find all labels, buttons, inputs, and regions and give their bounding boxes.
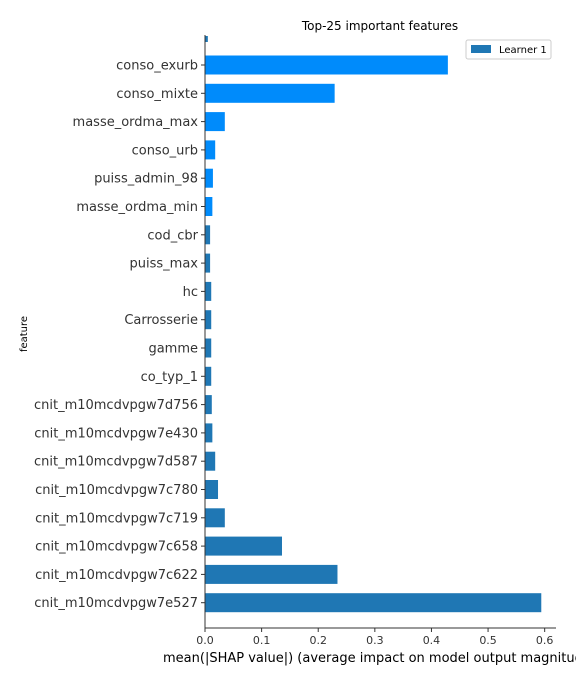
y-tick-label: conso_urb	[132, 143, 198, 158]
bar-cnit-m10mcdvpgw7e430	[205, 423, 213, 443]
y-tick-label: cnit_m10mcdvpgw7c658	[35, 540, 198, 555]
chart-title: Top-25 important features	[301, 19, 458, 33]
x-tick-label: 0.3	[366, 634, 384, 647]
x-axis	[204, 35, 556, 629]
bar-co-typ-1	[205, 366, 212, 386]
y-tick-label: puiss_admin_98	[94, 172, 198, 187]
x-tick-label: 0.1	[253, 634, 271, 647]
bar-cnit-m10mcdvpgw7c780	[205, 480, 219, 499]
x-tick-label: 0.6	[536, 634, 554, 647]
bar-masse-ordma-min	[205, 197, 213, 216]
y-tick-labels: conso_exurb conso_mixte masse_ordma_maxcon…	[34, 59, 199, 612]
bar-cnit-m10mcdvpgw7d756	[205, 395, 212, 415]
legend-frame	[465, 39, 552, 60]
x-tick-label: 0.4	[423, 634, 441, 647]
bar-hc	[205, 281, 212, 301]
bar-cnit-m10mcdvpgw7c622	[205, 564, 338, 584]
bar-partial-top	[205, 36, 208, 42]
x-ticks: 0.0 0.1 0.2 0.3 0.4 0.5 0.6	[196, 628, 553, 647]
y-tick-label: cod_cbr	[147, 228, 198, 243]
y-tick-label: conso_exurb	[116, 59, 198, 74]
y-tick-label: hc	[183, 285, 198, 300]
y-tick-label: conso_mixte	[116, 87, 198, 102]
y-tick-label: cnit_m10mcdvpgw7e527	[34, 596, 198, 611]
y-tick-label: masse_ordma_max	[73, 115, 199, 130]
y-tick-label: cnit_m10mcdvpgw7d587	[34, 455, 198, 470]
y-tick-label: cnit_m10mcdvpgw7d756	[34, 398, 198, 413]
legend-swatch-learner-1	[471, 45, 491, 53]
y-ticks	[201, 64, 205, 604]
y-tick-label: co_typ_1	[141, 370, 198, 385]
y-tick-label: cnit_m10mcdvpgw7c780	[35, 483, 198, 498]
x-tick-label: 0.5	[479, 634, 497, 647]
x-axis-label: mean(|SHAP value|) (average impact on mo…	[163, 651, 576, 666]
bar-conso-urb	[205, 140, 216, 160]
y-tick-label: cnit_m10mcdvpgw7c719	[35, 511, 198, 526]
bar-cnit-m10mcdvpgw7e527	[205, 593, 542, 613]
bar-gamme	[205, 338, 212, 358]
y-tick-label: puiss_max	[130, 257, 199, 272]
y-tick-label: gamme	[148, 342, 198, 357]
bar-puiss-max	[205, 253, 211, 273]
bar-carrosserie	[205, 310, 212, 330]
bar-conso-mixte	[205, 83, 335, 103]
bar-cod-cbr	[205, 225, 211, 245]
bar-puiss-admin-98	[205, 168, 213, 188]
bar-cnit-m10mcdvpgw7c658	[205, 536, 282, 556]
y-tick-label: cnit_m10mcdvpgw7c622	[35, 568, 198, 583]
x-tick-label: 0.0	[196, 634, 214, 647]
bars-group	[205, 36, 542, 613]
x-tick-label: 0.2	[309, 634, 327, 647]
bar-cnit-m10mcdvpgw7d587	[205, 451, 216, 471]
legend: Learner 1	[465, 39, 552, 60]
y-tick-label: Carrosserie	[124, 313, 198, 328]
y-axis-label: feature	[19, 316, 30, 352]
bar-masse-ordma-max	[205, 112, 225, 132]
bar-conso-exurb	[205, 55, 448, 75]
y-tick-label: masse_ordma_min	[76, 200, 198, 215]
y-tick-label: cnit_m10mcdvpgw7e430	[34, 426, 198, 441]
legend-label-learner-1: Learner 1	[499, 45, 547, 56]
bar-cnit-m10mcdvpgw7c719	[205, 508, 225, 528]
